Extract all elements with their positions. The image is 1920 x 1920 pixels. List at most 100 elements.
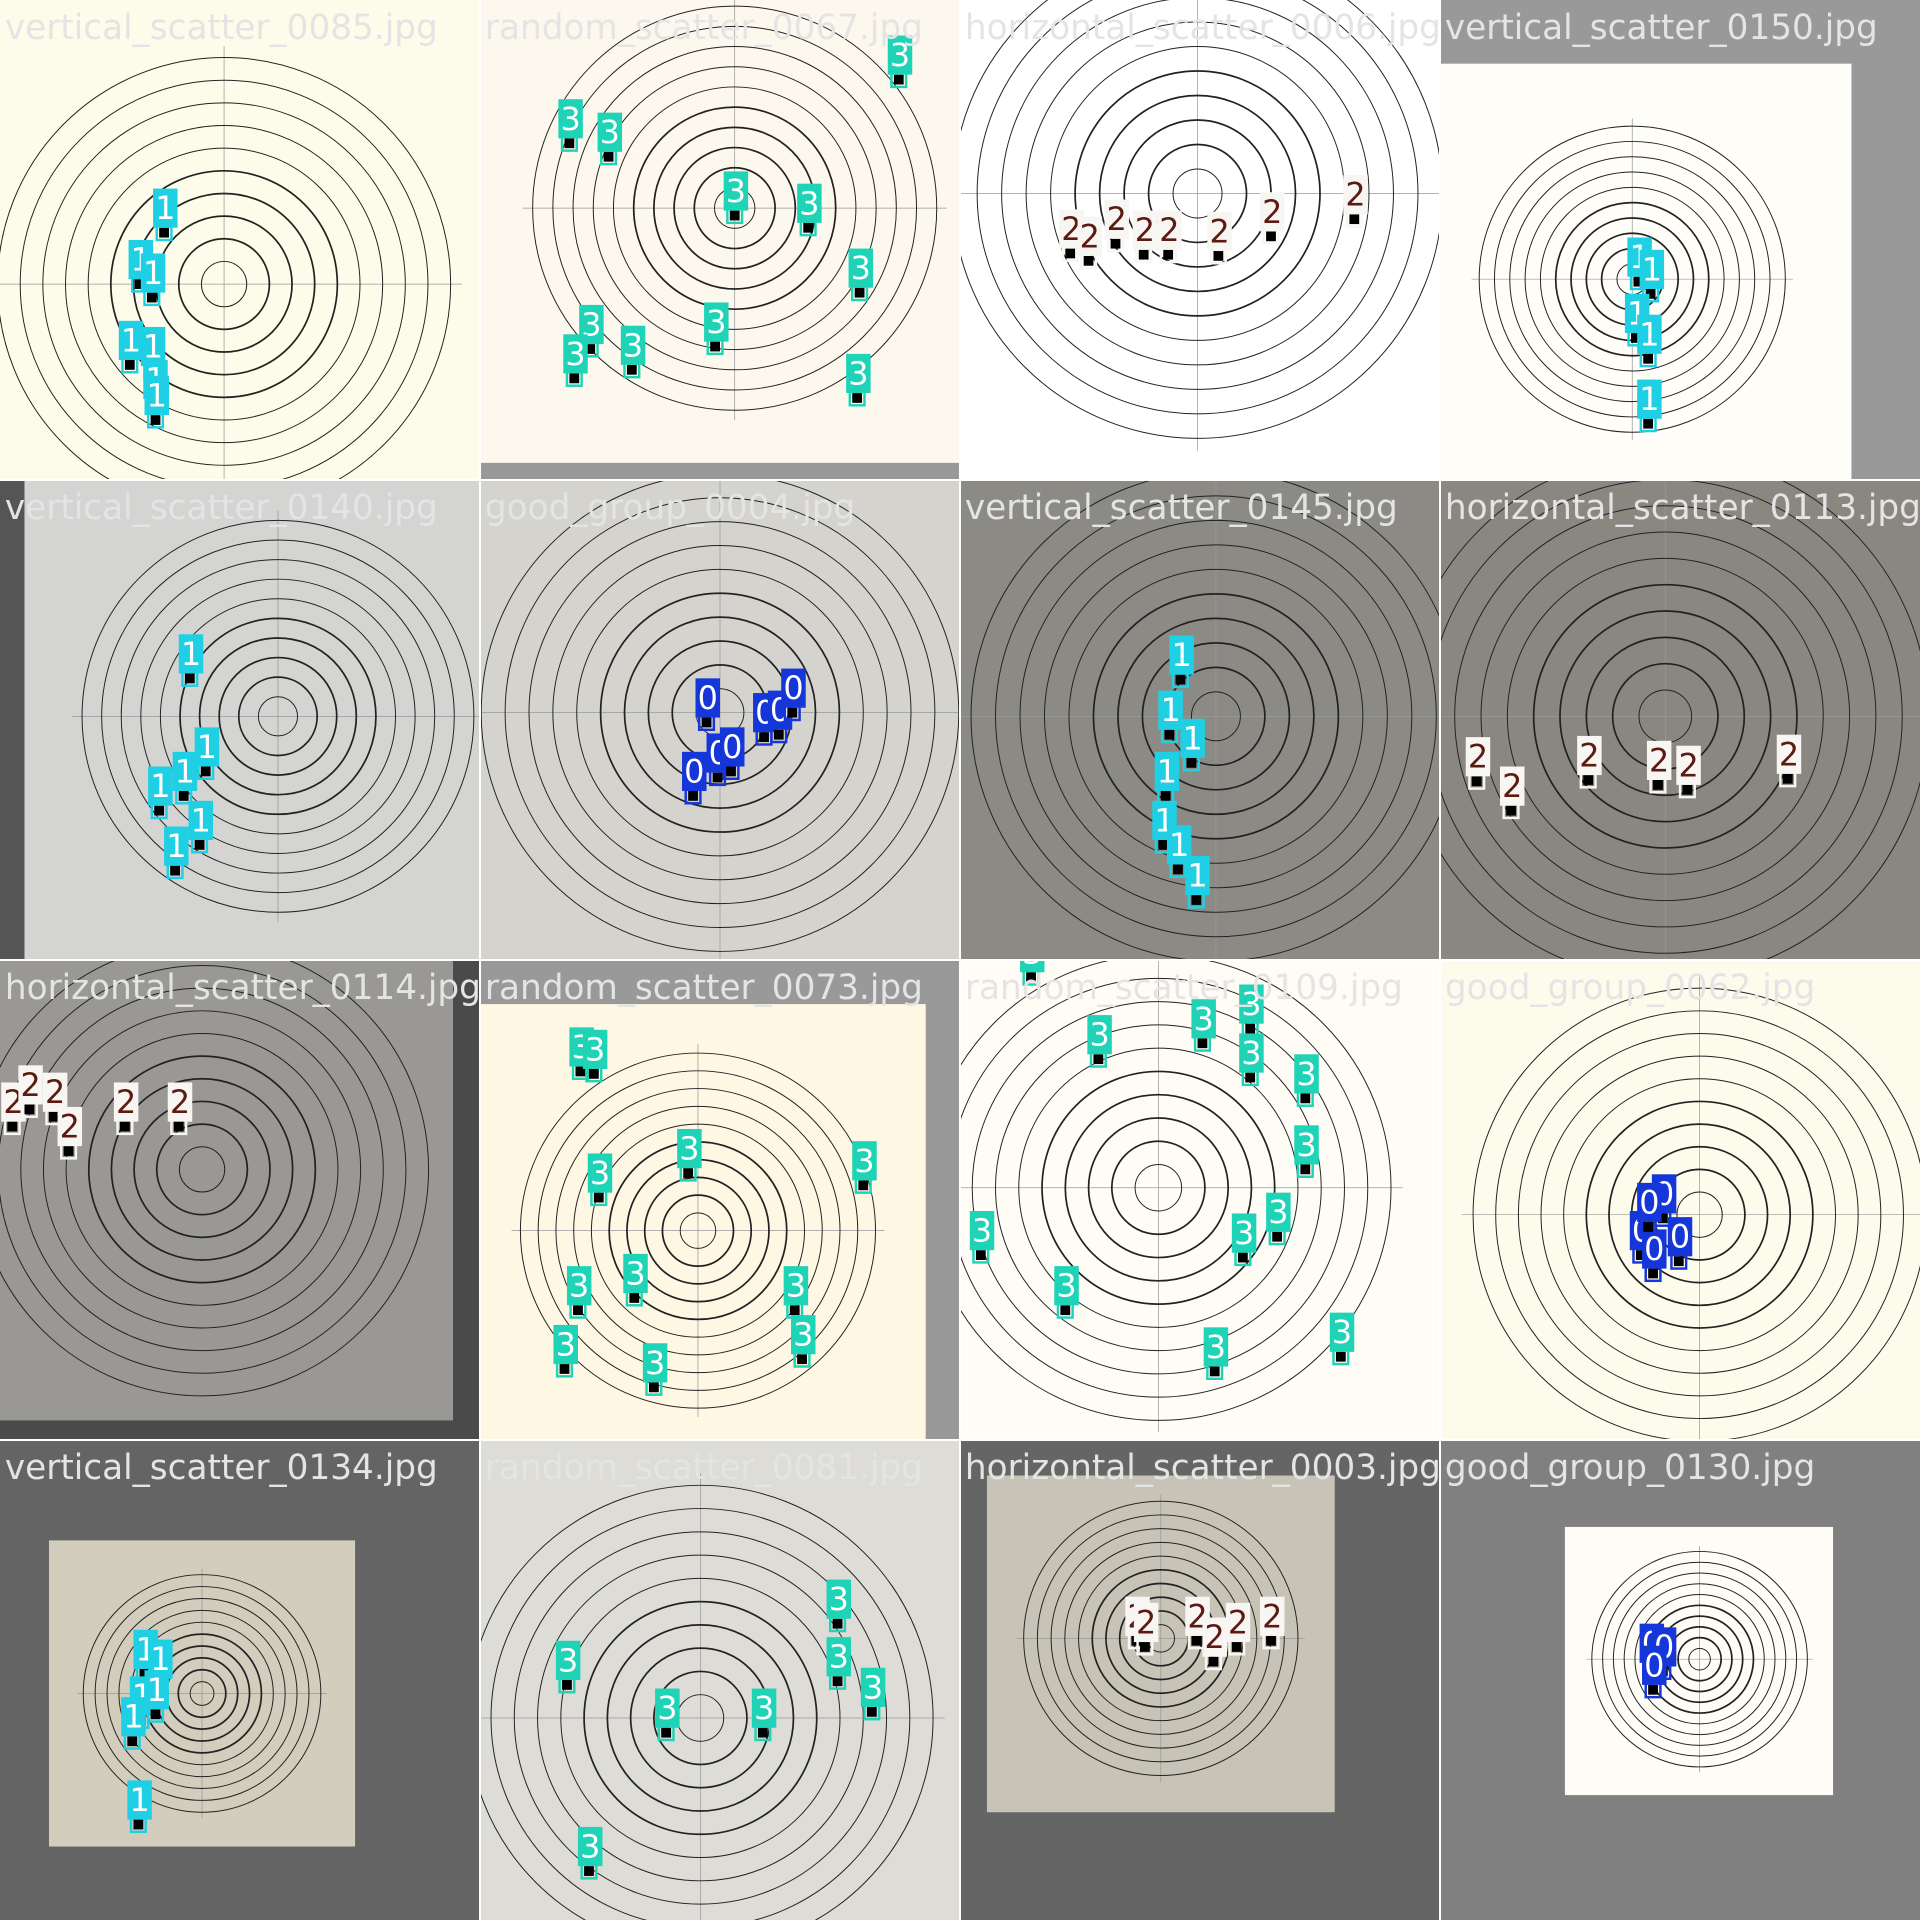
label-box <box>1185 855 1210 896</box>
tile-title: good_group_0130.jpg <box>1445 1448 1815 1488</box>
label-box <box>127 1780 152 1820</box>
class-label: 2 <box>170 1083 190 1121</box>
target-ring <box>1532 583 1798 849</box>
class-label: 1 <box>147 377 167 415</box>
detection: 1 <box>188 800 214 854</box>
bullet-hole <box>1266 1635 1276 1646</box>
bullet-hole <box>1471 776 1482 787</box>
bullet-hole <box>184 673 195 684</box>
detection: 3 <box>1239 984 1264 1038</box>
target-ring <box>1554 201 1710 357</box>
detection: 3 <box>860 1667 886 1721</box>
class-label: 2 <box>1107 200 1127 238</box>
target-ring <box>200 260 248 308</box>
class-label: 1 <box>121 321 141 359</box>
panel <box>480 462 960 480</box>
bullet-hole <box>1643 353 1654 364</box>
bullet-hole <box>683 1168 694 1178</box>
target-ring <box>528 521 912 905</box>
bullet-hole <box>127 1736 138 1747</box>
class-label: 3 <box>1241 1034 1261 1072</box>
bullet-hole <box>1300 1093 1311 1104</box>
label-box <box>1239 1033 1264 1073</box>
class-label: 2 <box>1579 737 1599 775</box>
label-box <box>1169 635 1194 675</box>
bullet-hole <box>1645 288 1656 299</box>
bullet-hole <box>1191 895 1202 905</box>
label-box <box>1294 1125 1319 1165</box>
detection: 3 <box>797 183 822 237</box>
class-label: 3 <box>581 305 601 343</box>
class-label: 2 <box>1228 1603 1248 1641</box>
class-label: 2 <box>1080 217 1100 255</box>
target-ring <box>1172 168 1223 219</box>
label-box <box>1191 999 1216 1039</box>
target-ring <box>1524 171 1740 387</box>
bullet-hole <box>48 1111 59 1122</box>
panel <box>0 480 25 960</box>
bullet-hole <box>1643 418 1654 429</box>
bullet-hole <box>975 1250 986 1260</box>
detection: 2 <box>1465 737 1491 790</box>
class-label: 2 <box>1502 767 1522 805</box>
label-box <box>860 1667 886 1707</box>
target-ring <box>592 66 877 351</box>
target-ring <box>177 1668 227 1719</box>
target-ring <box>490 1508 911 1920</box>
label-box <box>783 1266 809 1306</box>
target-ring <box>87 147 361 421</box>
class-label: 0 <box>1670 1218 1690 1256</box>
target-ring <box>519 1052 877 1409</box>
class-label: 1 <box>191 801 211 839</box>
target-ring <box>87 1055 317 1284</box>
label-box <box>566 1266 592 1306</box>
target-ring <box>198 637 358 796</box>
label-box <box>1500 766 1525 806</box>
label-box <box>1667 1217 1693 1257</box>
class-label: 3 <box>1268 1193 1288 1231</box>
label-box <box>144 1670 169 1710</box>
class-label: 2 <box>1345 176 1365 214</box>
tile-title: random_scatter_0109.jpg <box>965 968 1403 1008</box>
target-ring <box>1036 1514 1285 1763</box>
detection: 3 <box>1054 1266 1079 1319</box>
tile-title: horizontal_scatter_0003.jpg <box>965 1448 1441 1488</box>
label-box <box>1642 1645 1667 1685</box>
detection: 3 <box>563 334 588 387</box>
detection: 1 <box>194 727 220 781</box>
detection: 3 <box>852 1141 877 1194</box>
target-ring <box>1495 1010 1904 1420</box>
target-ring <box>65 1032 339 1306</box>
bullet-hole <box>1782 773 1793 784</box>
class-label: 3 <box>863 1668 883 1706</box>
bullet-hole <box>569 373 580 384</box>
bullet-hole <box>593 1192 604 1203</box>
bullet-hole <box>200 766 211 777</box>
bullet-hole <box>1506 805 1516 816</box>
bullet-hole <box>588 1068 599 1079</box>
bullet-hole <box>1164 729 1175 740</box>
bullet-hole <box>1173 864 1183 875</box>
bullet-hole <box>1266 231 1276 242</box>
label-box <box>1207 211 1232 252</box>
class-label: 1 <box>1160 691 1180 729</box>
tile-title: vertical_scatter_0150.jpg <box>1445 8 1878 48</box>
bullet-hole <box>1209 1366 1220 1377</box>
label-box <box>1054 1266 1079 1306</box>
panel <box>453 960 480 1440</box>
target-ring <box>1064 1093 1253 1282</box>
tile-title: horizontal_scatter_0114.jpg <box>5 968 481 1008</box>
detection: 1 <box>144 375 169 429</box>
label-box <box>1646 740 1672 780</box>
detection: 3 <box>1191 999 1216 1052</box>
detection: 3 <box>1294 1054 1319 1107</box>
bullet-hole <box>1631 333 1641 343</box>
class-label: 0 <box>684 752 704 790</box>
class-label: 3 <box>1296 1055 1316 1093</box>
tile-title: horizontal_scatter_0113.jpg <box>1445 488 1920 528</box>
detection: 0 <box>695 678 720 732</box>
bullet-hole <box>729 210 740 221</box>
bullet-hole <box>629 1293 640 1303</box>
